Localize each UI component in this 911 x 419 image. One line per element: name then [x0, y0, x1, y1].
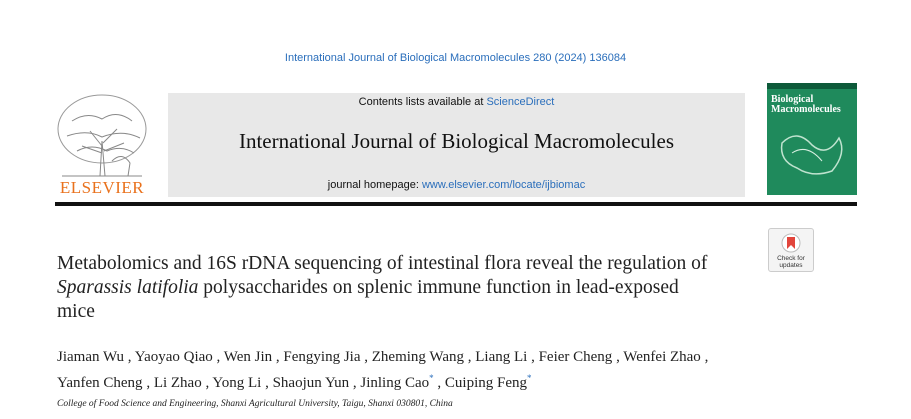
author: Li Zhao , [154, 375, 209, 391]
author-list: Jiaman Wu , Yaoyao Qiao , Wen Jin , Feng… [57, 347, 747, 394]
homepage-link[interactable]: www.elsevier.com/locate/ijbiomac [421, 179, 586, 191]
author-name: Fengying Jia [283, 349, 361, 365]
separator: , [127, 349, 132, 365]
affiliation: College of Food Science and Engineering,… [57, 399, 453, 409]
contents-line: Contents lists available at ScienceDirec… [168, 96, 745, 108]
title-part: polysaccharides on splenic immune functi… [57, 277, 679, 322]
separator: , [704, 349, 709, 365]
separator: , [364, 349, 368, 365]
badge-text: Check for updates [777, 255, 805, 269]
cover-title: Biological Macromolecules [771, 94, 841, 115]
corresponding-mark: * [429, 373, 434, 383]
separator: , [352, 375, 357, 391]
author: Yanfen Cheng , [57, 375, 150, 391]
author-name: Shaojun Yun [272, 375, 350, 391]
author-name: Li Zhao [153, 375, 202, 391]
separator: , [146, 375, 151, 391]
badge-icon [781, 233, 801, 253]
author: Shaojun Yun , [273, 375, 357, 391]
author: Yong Li , [212, 375, 268, 391]
separator: , [275, 349, 280, 365]
author: Feier Cheng , [539, 349, 620, 365]
separator: , [437, 375, 442, 391]
author-name: Wen Jin [223, 349, 273, 365]
corresponding-mark: * [526, 373, 532, 383]
journal-cover: Biological Macromolecules [767, 83, 857, 195]
author-name: Wenfei Zhao [623, 349, 701, 365]
author: Zheming Wang , [372, 349, 472, 365]
journal-name: International Journal of Biological Macr… [238, 129, 675, 153]
author: Yaoyao Qiao , [135, 349, 221, 365]
author: Wenfei Zhao , [623, 349, 708, 365]
contents-prefix: Contents lists available at [358, 96, 487, 108]
author-name: Jinling Cao [360, 375, 430, 391]
header-rule [55, 202, 857, 206]
journal-banner: Contents lists available at ScienceDirec… [168, 93, 745, 197]
author-name: Cuiping Feng [444, 375, 527, 391]
author: Cuiping Feng* [444, 373, 532, 391]
title-species: Sparassis latifolia [57, 277, 199, 298]
separator: , [467, 349, 472, 365]
cover-art [767, 83, 857, 175]
check-updates-badge[interactable]: Check for updates [768, 228, 814, 272]
separator: , [531, 349, 535, 365]
author: Jiaman Wu , [57, 349, 132, 365]
separator: , [205, 375, 210, 391]
author: Jinling Cao* , [360, 373, 442, 391]
homepage-line: journal homepage: www.elsevier.com/locat… [168, 179, 745, 191]
article-title: Metabolomics and 16S rDNA sequencing of … [57, 252, 717, 324]
author-name: Yanfen Cheng [57, 375, 143, 391]
author: Wen Jin , [224, 349, 280, 365]
citation: International Journal of Biological Macr… [284, 52, 627, 64]
author: Liang Li , [475, 349, 535, 365]
author-name: Yaoyao Qiao [134, 349, 213, 365]
author-name: Liang Li [475, 349, 528, 365]
separator: , [616, 349, 620, 365]
publisher: ELSEVIER [59, 178, 145, 197]
separator: , [216, 349, 221, 365]
elsevier-tree [57, 94, 147, 177]
author-name: Jiaman Wu [57, 349, 125, 365]
homepage-prefix: journal homepage: [327, 179, 422, 191]
author: Fengying Jia , [283, 349, 368, 365]
author-name: Zheming Wang [371, 349, 464, 365]
author-name: Yong Li [212, 375, 262, 391]
author-name: Feier Cheng [538, 349, 613, 365]
sciencedirect-link[interactable]: ScienceDirect [486, 96, 555, 108]
title-part: Metabolomics and 16S rDNA sequencing of … [57, 253, 708, 274]
separator: , [265, 375, 269, 391]
